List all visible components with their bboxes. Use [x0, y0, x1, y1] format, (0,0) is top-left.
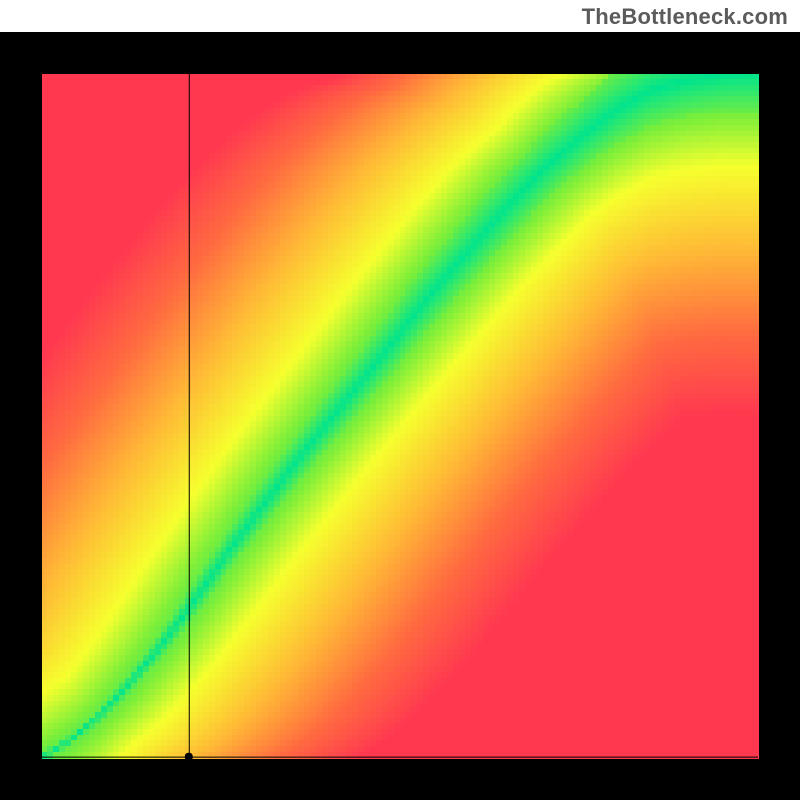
attribution-label: TheBottleneck.com — [582, 4, 788, 30]
bottleneck-heatmap — [0, 32, 800, 800]
heatmap-canvas — [0, 32, 800, 800]
page-root: TheBottleneck.com — [0, 0, 800, 800]
